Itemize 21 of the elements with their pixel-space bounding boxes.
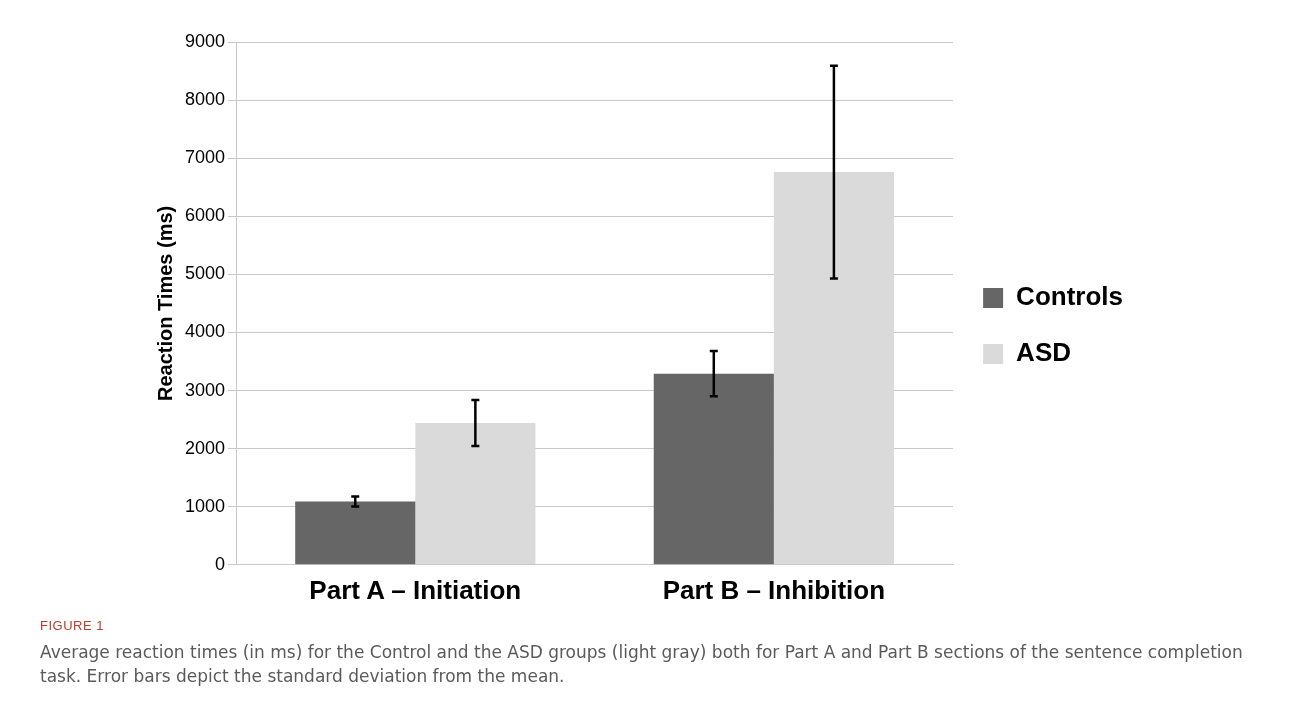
- bar: [773, 172, 894, 565]
- y-axis-title: Reaction Times (ms): [153, 205, 176, 402]
- legend-label: Controls: [1016, 281, 1124, 312]
- y-tick-label: 5000: [185, 263, 226, 284]
- text: Average reaction times (in ms) for the Control and the ASD groups (light gray) both for Part A and Part B sections of the sentence completion task. Error bars depict the standard deviation from the mean.: [40, 641, 1244, 688]
- legend-label: ASD: [1016, 337, 1072, 368]
- x-tick-label: Part B – Inhibition: [662, 574, 886, 605]
- y-tick-label: 2000: [185, 437, 226, 458]
- text: FIGURE 1: [40, 618, 104, 633]
- y-tick-label: 0: [215, 553, 226, 574]
- y-tick-label: 3000: [185, 379, 226, 400]
- y-tick-label: 9000: [185, 30, 226, 51]
- x-tick-label: Part A – Initiation: [309, 574, 522, 605]
- y-tick-label: 1000: [185, 495, 226, 516]
- bar: [415, 423, 536, 565]
- y-tick-label: 8000: [185, 89, 226, 110]
- bar: [295, 501, 416, 565]
- bar: [653, 373, 774, 565]
- y-tick-label: 7000: [185, 147, 226, 168]
- y-tick-label: 6000: [185, 205, 226, 226]
- y-tick-label: 4000: [185, 321, 226, 342]
